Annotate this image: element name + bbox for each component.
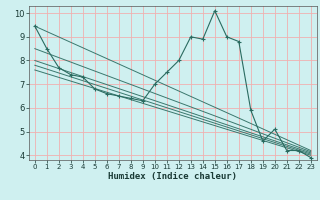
X-axis label: Humidex (Indice chaleur): Humidex (Indice chaleur) xyxy=(108,172,237,181)
